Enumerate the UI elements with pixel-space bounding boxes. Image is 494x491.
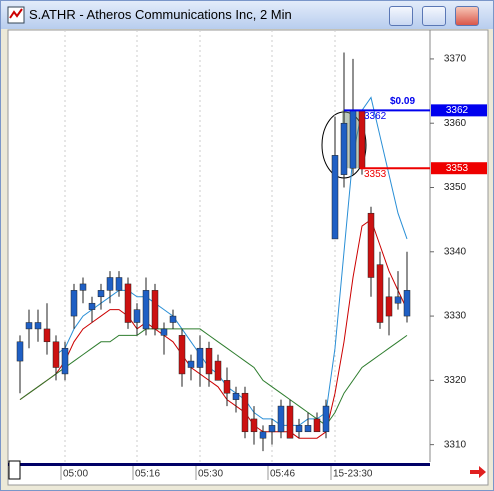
- scroll-handle[interactable]: [8, 460, 21, 480]
- candle-body: [268, 425, 276, 433]
- candle-body: [169, 315, 177, 323]
- candle-body: [322, 405, 330, 433]
- candle-body: [133, 309, 141, 323]
- candle-body: [115, 277, 123, 291]
- candle-body: [223, 380, 231, 394]
- y-tick-label: 3320: [444, 375, 467, 386]
- candle-body: [88, 302, 96, 310]
- candle-body: [286, 405, 294, 439]
- close-button[interactable]: [455, 6, 479, 26]
- title-bar: S.ATHR - Atheros Communications Inc, 2 M…: [1, 1, 493, 29]
- annotation: $0.09: [390, 96, 415, 107]
- candle-body: [16, 341, 24, 362]
- candle-body: [70, 290, 78, 317]
- candle-body: [340, 122, 348, 175]
- candle-body: [232, 392, 240, 400]
- candle-body: [178, 335, 186, 375]
- candle-body: [25, 322, 33, 330]
- candle-body: [349, 110, 357, 169]
- candle-body: [124, 283, 132, 323]
- moving-average-line: [19, 218, 408, 439]
- candle-body: [241, 392, 249, 433]
- candle-body: [214, 360, 222, 381]
- y-tick-label: 3310: [444, 439, 467, 450]
- candle-body: [97, 290, 105, 298]
- candle-body: [151, 290, 159, 330]
- candle-body: [142, 290, 150, 330]
- candle-body: [331, 155, 339, 240]
- candle-body: [34, 322, 42, 330]
- y-tick-label: 3370: [444, 54, 467, 65]
- time-scroll-bar: [8, 463, 430, 466]
- x-tick-label: 15-23:30: [333, 469, 373, 480]
- candle-body: [205, 347, 213, 375]
- candle-body: [277, 405, 285, 433]
- candle-body: [394, 296, 402, 304]
- price-marker-label: 3353: [446, 163, 469, 174]
- candle-body: [304, 425, 312, 433]
- candle-body: [187, 360, 195, 368]
- candle-body: [250, 418, 258, 433]
- x-tick-label: 05:30: [198, 469, 223, 480]
- y-tick-label: 3330: [444, 311, 467, 322]
- x-tick-label: 05:00: [63, 469, 88, 480]
- price-marker-note: 3362: [364, 111, 387, 122]
- candle-body: [43, 328, 51, 343]
- maximize-button[interactable]: [422, 6, 446, 26]
- candle-body: [106, 277, 114, 291]
- x-tick-label: 05:46: [270, 469, 295, 480]
- candle-body: [61, 347, 69, 375]
- candle-body: [403, 290, 411, 317]
- candle-body: [160, 328, 168, 336]
- candle-body: [313, 418, 321, 433]
- app-icon: [7, 6, 25, 24]
- price-marker-label: 3362: [446, 105, 469, 116]
- price-marker-box: [431, 162, 487, 175]
- candle-body: [196, 347, 204, 368]
- x-tick-label: 05:16: [135, 469, 160, 480]
- candle-body: [52, 341, 60, 368]
- moving-average-line: [55, 96, 408, 426]
- price-marker-box: [431, 104, 487, 117]
- minimize-button[interactable]: [389, 6, 413, 26]
- candle-body: [295, 425, 303, 433]
- y-tick-label: 3350: [444, 182, 467, 193]
- scroll-right-arrow[interactable]: [470, 466, 486, 478]
- candle-body: [367, 212, 375, 278]
- window-title: S.ATHR - Atheros Communications Inc, 2 M…: [29, 7, 292, 22]
- y-tick-label: 3360: [444, 118, 467, 129]
- candle-body: [79, 283, 87, 291]
- candle-body: [376, 264, 384, 323]
- candle-body: [385, 296, 393, 317]
- price-marker-note: 3353: [364, 169, 387, 180]
- y-tick-label: 3340: [444, 246, 467, 257]
- candle-body: [259, 431, 267, 439]
- moving-average-line: [19, 328, 408, 427]
